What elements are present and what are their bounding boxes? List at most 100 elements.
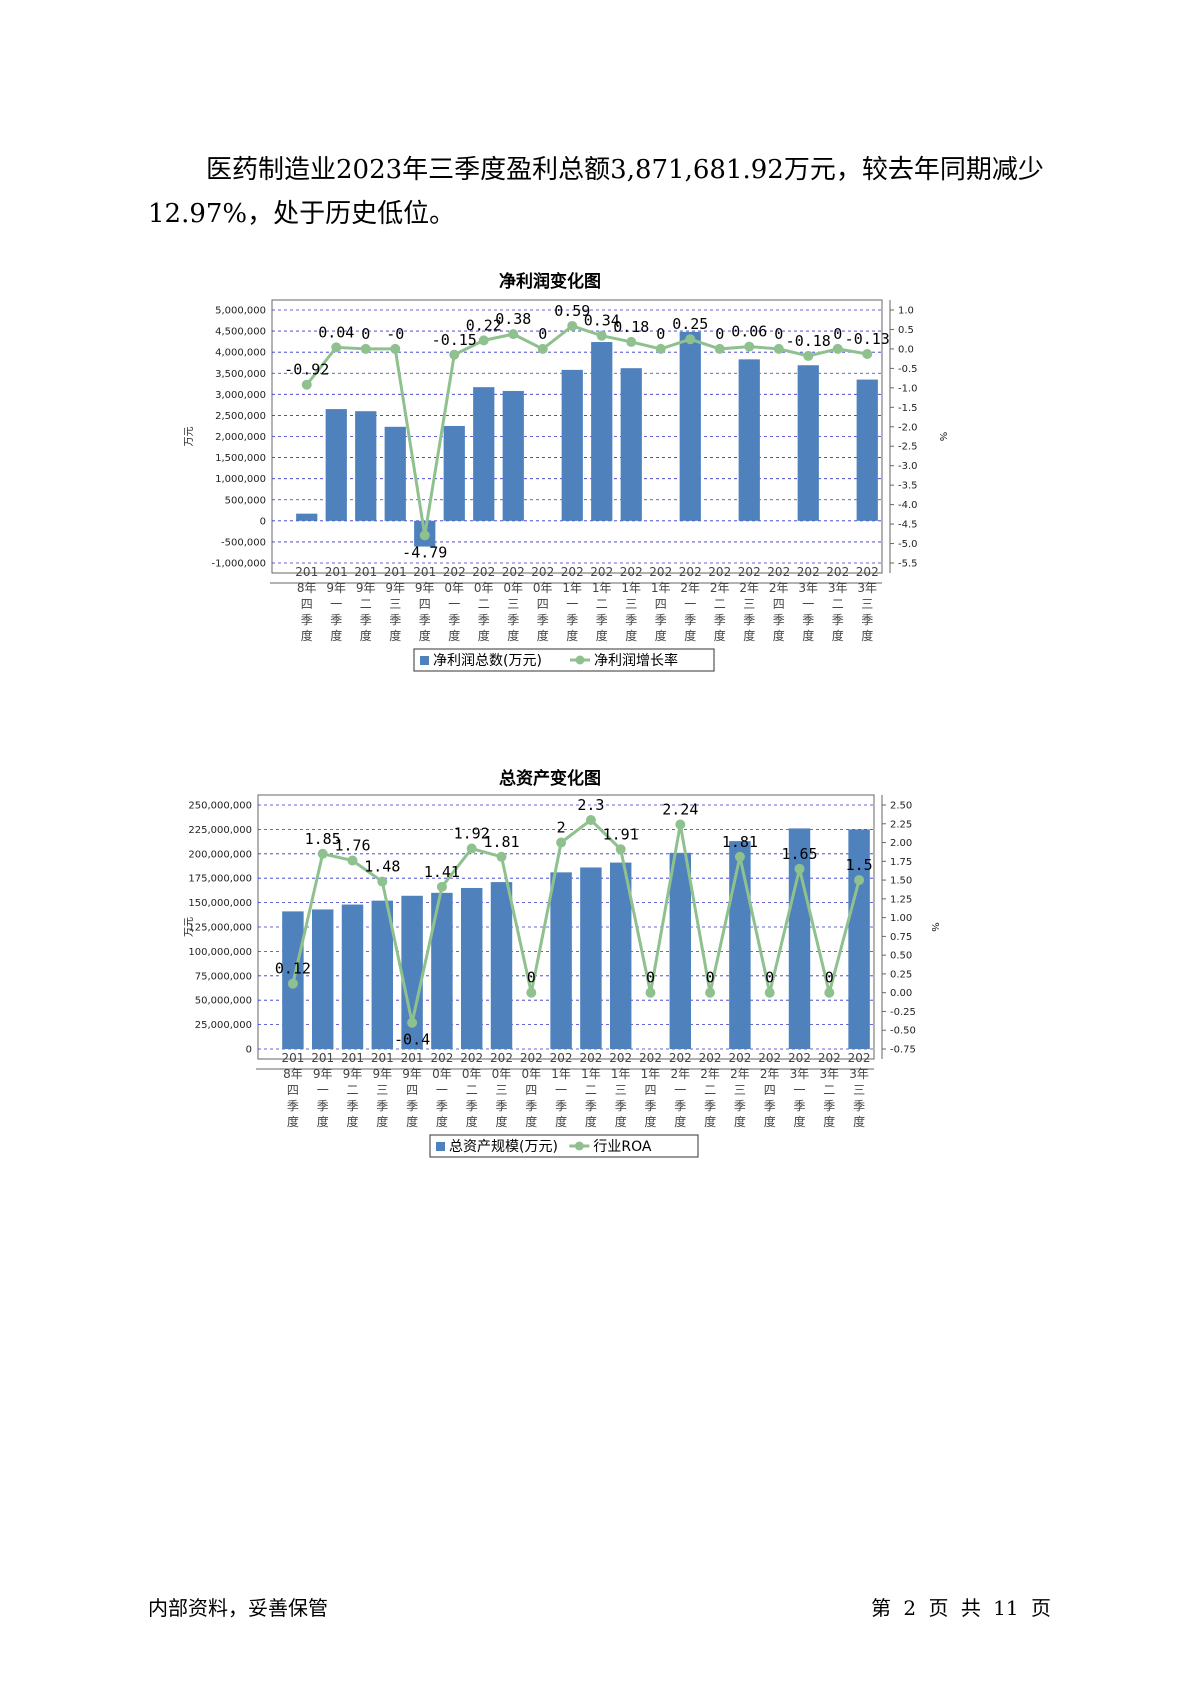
y-tick-label: 225,000,000	[188, 825, 252, 836]
x-tick-label: 202 3年一季度	[797, 565, 820, 643]
y2-tick-label: 1.25	[890, 894, 912, 905]
y2-tick-label: -4.5	[898, 520, 918, 531]
x-tick-label: 201 8年四季度	[281, 1051, 304, 1129]
y-tick-label: 150,000,000	[188, 898, 252, 909]
y2-tick-label: 0.25	[890, 969, 912, 980]
bar	[848, 829, 870, 1049]
data-label: 1.91	[603, 825, 639, 843]
y2-tick-label: -0.50	[890, 1026, 916, 1037]
data-label: 0.04	[318, 323, 354, 341]
line-point	[407, 1017, 418, 1028]
legend-bar-swatch	[436, 1142, 445, 1151]
bar	[609, 862, 632, 1049]
data-label: 0	[656, 325, 665, 343]
y-tick-label: 50,000,000	[195, 996, 252, 1007]
y2-tick-label: 0.75	[890, 932, 912, 943]
y-tick-label: 0	[246, 1045, 252, 1056]
bar	[591, 342, 613, 521]
line-point	[567, 320, 578, 331]
legend-box	[413, 648, 715, 672]
bar	[550, 872, 572, 1049]
bar	[856, 379, 878, 521]
y-tick-label: -500,000	[221, 537, 266, 548]
y-tick-label: 200,000,000	[188, 849, 252, 860]
line-point	[832, 343, 843, 354]
data-label: 0	[361, 325, 370, 343]
data-label: 0	[715, 325, 724, 343]
data-label: -0.13	[845, 330, 890, 348]
chart-title: 总资产变化图	[499, 768, 601, 789]
data-label: 1.92	[454, 825, 490, 843]
y2-tick-label: 1.0	[898, 306, 914, 317]
data-label: 1.85	[305, 830, 341, 848]
bar	[679, 331, 701, 521]
line-point	[764, 987, 775, 998]
x-tick-label: 202 3年二季度	[818, 1051, 841, 1129]
chart-svg: 净利润变化图 5,000,000 4,500,000 4,000,000 3,500,0…	[184, 271, 948, 672]
data-label: 0.06	[731, 323, 767, 341]
line-point	[773, 343, 784, 354]
y-tick-label: 2,500,000	[215, 411, 266, 422]
line-point	[301, 379, 312, 390]
x-tick-label: 202 0年一季度	[430, 1051, 453, 1129]
line-point	[705, 987, 716, 998]
x-tick-label: 201 9年一季度	[311, 1051, 334, 1129]
data-label: 1.81	[483, 833, 519, 851]
net-profit-chart: 净利润变化图 5,000,000 4,500,000 4,000,000 3,500,0…	[180, 265, 980, 705]
line-point	[466, 843, 477, 854]
x-tick-label: 202 1年四季度	[639, 1051, 662, 1129]
y2-tick-label: 2.50	[890, 801, 912, 812]
bar	[490, 882, 513, 1049]
y-tick-label: 1,500,000	[215, 453, 266, 464]
line-point	[744, 341, 755, 352]
y2-tick-label: -3.0	[898, 461, 918, 472]
x-tick-label: 202 3年三季度	[848, 1051, 871, 1129]
bar	[738, 359, 760, 521]
data-label: 0	[825, 969, 834, 987]
y2-tick-label: -4.0	[898, 500, 918, 511]
y-tick-label: 100,000,000	[188, 947, 252, 958]
line-point	[585, 815, 596, 826]
x-tick-label: 201 9年四季度	[413, 565, 436, 643]
line-point	[331, 342, 342, 353]
data-label: -0.18	[786, 332, 831, 350]
y-tick-label: 0	[260, 516, 266, 527]
x-tick-label: 202 0年四季度	[520, 1051, 543, 1129]
line-point	[655, 343, 666, 354]
line-point	[685, 334, 696, 345]
chart-title: 净利润变化图	[499, 271, 601, 292]
legend-bar-label: 净利润总数(万元)	[433, 653, 542, 669]
y2-tick-label: 1.50	[890, 876, 912, 887]
line-point	[478, 335, 489, 346]
bar	[561, 369, 583, 521]
x-tick-label: 202 2年四季度	[767, 565, 790, 643]
x-tick-label: 202 2年二季度	[699, 1051, 722, 1129]
bar	[443, 425, 465, 521]
y-tick-label: 5,000,000	[215, 306, 266, 317]
legend-bar-swatch	[420, 656, 429, 665]
x-tick-label: 201 9年二季度	[341, 1051, 364, 1129]
line-point	[596, 330, 607, 341]
y2-tick-label: -5.5	[898, 559, 918, 570]
line-point	[862, 348, 873, 359]
bar	[355, 411, 377, 521]
y-tick-label: 1,000,000	[215, 474, 266, 485]
y-tick-label: 3,000,000	[215, 390, 266, 401]
line-point	[824, 987, 835, 998]
x-tick-label: 202 3年二季度	[826, 565, 849, 643]
bar	[580, 867, 602, 1049]
x-tick-label: 202 1年一季度	[561, 565, 584, 643]
bar	[311, 909, 334, 1049]
data-label: 0	[765, 969, 774, 987]
total-assets-chart: 总资产变化图 250,000,000 225,000,000 200,000,000 1…	[180, 762, 980, 1162]
data-label: 0.22	[466, 316, 502, 334]
bar	[431, 892, 453, 1049]
line-point	[734, 851, 745, 862]
x-tick-label: 202 0年二季度	[460, 1051, 483, 1129]
line-point	[419, 530, 430, 541]
x-tick-label: 202 1年一季度	[550, 1051, 573, 1129]
y2-tick-label: 0.00	[890, 988, 912, 999]
y2-tick-label: 0.0	[898, 344, 914, 355]
y2-tick-label: 0.50	[890, 951, 912, 962]
x-tick-label: 202 2年三季度	[728, 1051, 751, 1129]
